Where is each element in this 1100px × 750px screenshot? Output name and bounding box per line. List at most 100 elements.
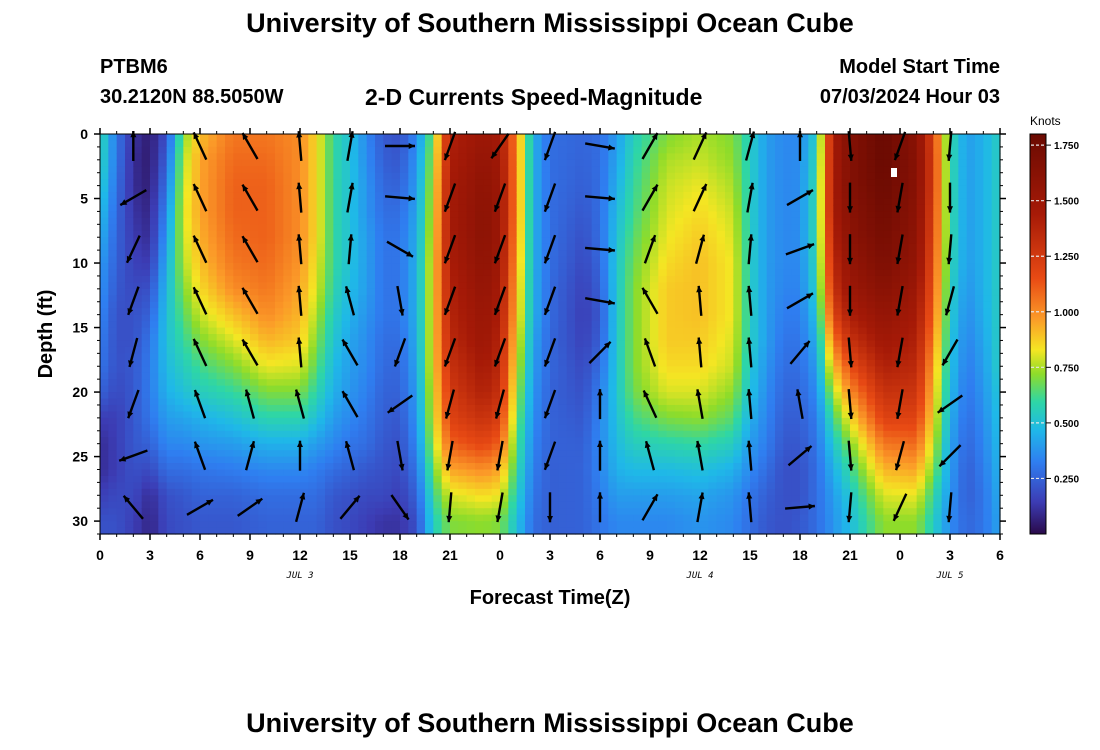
heatmap-cell xyxy=(675,288,684,296)
heatmap-cell xyxy=(225,301,234,309)
heatmap-cell xyxy=(316,179,326,187)
heatmap-cell xyxy=(300,353,309,361)
heatmap-cell xyxy=(100,140,109,148)
heatmap-cell xyxy=(533,256,543,264)
heatmap-cell xyxy=(725,134,734,142)
heatmap-cell xyxy=(200,275,209,283)
heatmap-cell xyxy=(416,521,426,529)
heatmap-cell xyxy=(708,508,718,516)
heatmap-cell xyxy=(358,411,368,419)
heatmap-cell xyxy=(558,159,568,167)
heatmap-cell xyxy=(125,288,134,296)
heatmap-cell xyxy=(483,430,493,438)
heatmap-cell xyxy=(458,211,468,219)
heatmap-cell xyxy=(766,146,776,154)
heatmap-cell xyxy=(750,146,759,154)
heatmap-cell xyxy=(750,217,759,225)
heatmap-cell xyxy=(400,224,409,232)
heatmap-cell xyxy=(383,153,393,161)
heatmap-cell xyxy=(575,314,584,322)
heatmap-cell xyxy=(208,217,218,225)
heatmap-cell xyxy=(316,166,326,174)
heatmap-cell xyxy=(183,514,193,522)
heatmap-cell xyxy=(558,443,568,451)
heatmap-cell xyxy=(316,301,326,309)
heatmap-cell xyxy=(508,334,518,342)
heatmap-cell xyxy=(141,353,151,361)
heatmap-cell xyxy=(491,301,501,309)
heatmap-cell xyxy=(633,334,643,342)
heatmap-cell xyxy=(575,243,584,251)
heatmap-cell xyxy=(275,340,284,348)
heatmap-cell xyxy=(300,527,309,535)
heatmap-cell xyxy=(600,456,609,464)
heatmap-cell xyxy=(575,398,584,406)
heatmap-cell xyxy=(275,443,284,451)
heatmap-cell xyxy=(691,275,701,283)
heatmap-cell xyxy=(383,353,393,361)
heatmap-cell xyxy=(141,450,151,458)
heatmap-cell xyxy=(516,308,526,316)
heatmap-cell xyxy=(283,159,293,167)
heatmap-cell xyxy=(400,301,409,309)
heatmap-cell xyxy=(358,185,368,193)
heatmap-cell xyxy=(716,269,726,277)
heatmap-cell xyxy=(358,288,368,296)
heatmap-cell xyxy=(150,159,159,167)
heatmap-cell xyxy=(208,301,218,309)
heatmap-cell xyxy=(758,334,768,342)
heatmap-cell xyxy=(216,521,226,529)
heatmap-cell xyxy=(741,463,751,471)
heatmap-cell xyxy=(750,288,759,296)
heatmap-cell xyxy=(491,398,501,406)
heatmap-cell xyxy=(750,385,759,393)
heatmap-cell xyxy=(241,250,251,258)
heatmap-cell xyxy=(425,456,434,464)
heatmap-cell xyxy=(541,243,551,251)
heatmap-cell xyxy=(625,495,634,503)
heatmap-cell xyxy=(650,204,659,213)
heatmap-cell xyxy=(150,166,159,174)
heatmap-cell xyxy=(558,179,568,187)
heatmap-cell xyxy=(383,288,393,296)
heatmap-cell xyxy=(400,256,409,264)
heatmap-cell xyxy=(133,275,143,283)
heatmap-cell xyxy=(641,204,651,213)
heatmap-cell xyxy=(116,153,126,161)
heatmap-cell xyxy=(366,230,376,238)
heatmap-cell xyxy=(425,521,434,529)
heatmap-cell xyxy=(666,450,676,458)
heatmap-cell xyxy=(241,411,251,419)
heatmap-cell xyxy=(475,340,484,348)
heatmap-cell xyxy=(700,495,709,503)
heatmap-cell xyxy=(316,263,326,271)
heatmap-cell xyxy=(483,217,493,225)
heatmap-cell xyxy=(700,230,709,238)
heatmap-cell xyxy=(183,521,193,529)
heatmap-cell xyxy=(100,404,109,413)
heatmap-cell xyxy=(158,192,168,200)
heatmap-cell xyxy=(675,437,684,445)
heatmap-cell xyxy=(583,353,593,361)
heatmap-cell xyxy=(600,198,609,206)
heatmap-cell xyxy=(166,527,176,535)
heatmap-cell xyxy=(358,282,368,290)
heatmap-cell xyxy=(175,314,184,322)
heatmap-cell xyxy=(733,514,743,522)
station-coordinates: 30.2120N 88.5050W xyxy=(100,86,284,108)
heatmap-cell xyxy=(366,250,376,258)
heatmap-cell xyxy=(283,340,293,348)
heatmap-cell xyxy=(266,495,276,503)
heatmap-cell xyxy=(558,134,568,142)
heatmap-cell xyxy=(325,140,334,148)
heatmap-cell xyxy=(416,146,426,154)
heatmap-cell xyxy=(450,217,459,225)
heatmap-cell xyxy=(516,179,526,187)
heatmap-cell xyxy=(166,411,176,419)
heatmap-cell xyxy=(733,521,743,529)
heatmap-cell xyxy=(175,366,184,374)
heatmap-cell xyxy=(158,295,168,303)
heatmap-cell xyxy=(333,217,343,225)
heatmap-cell xyxy=(383,456,393,464)
heatmap-cell xyxy=(375,379,384,387)
